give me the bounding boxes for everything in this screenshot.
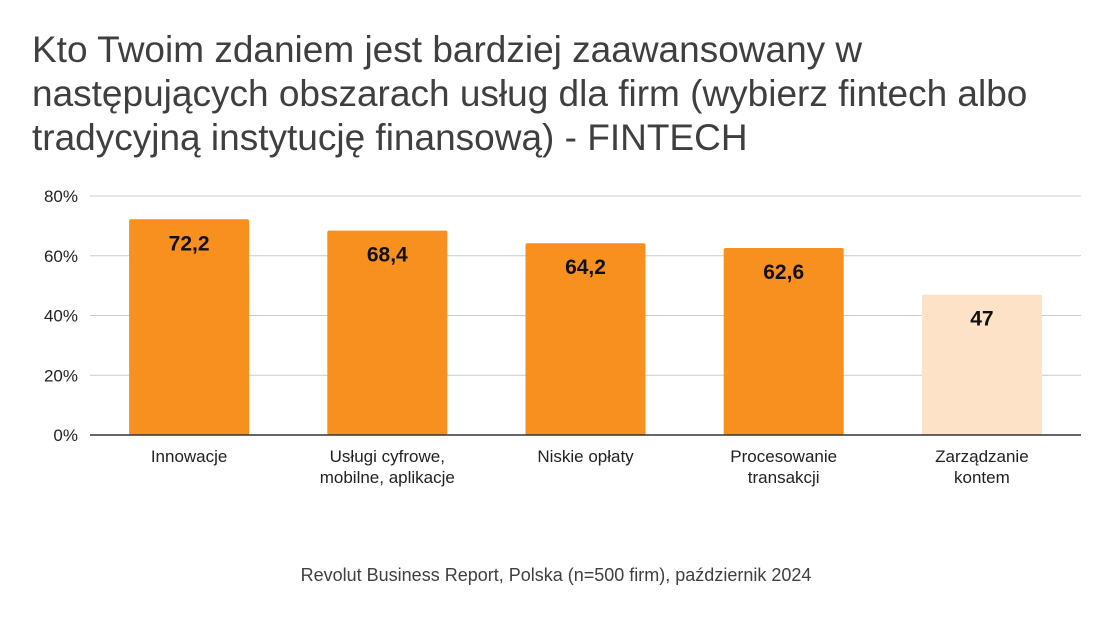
bar	[921, 294, 1042, 435]
category-label: Procesowanie transakcji	[730, 447, 837, 487]
data-label: 68,4	[367, 244, 408, 267]
bar	[723, 247, 844, 435]
data-label: 47	[970, 308, 993, 331]
data-labels: 72,2 68,4 64,2 62,6 47	[169, 232, 994, 330]
y-tick-label: 0%	[53, 426, 78, 445]
y-tick-label: 40%	[44, 307, 78, 326]
category-label: Usługi cyfrowe, mobilne, aplikacje	[320, 447, 455, 487]
category-labels: Innowacje Usługi cyfrowe, mobilne, aplikac…	[151, 447, 1029, 487]
y-tick-label: 60%	[44, 247, 78, 266]
data-label: 64,2	[565, 256, 606, 279]
data-label: 62,6	[763, 261, 804, 284]
category-label: Innowacje	[151, 447, 228, 466]
data-label: 72,2	[169, 232, 210, 255]
y-axis-tick-labels: 0% 20% 40% 60% 80%	[44, 187, 78, 445]
y-tick-label: 80%	[44, 187, 78, 206]
chart-title: Kto Twoim zdaniem jest bardziej zaawanso…	[32, 29, 1028, 158]
bar	[129, 219, 250, 435]
y-tick-label: 20%	[44, 366, 78, 385]
source-note: Revolut Business Report, Polska (n=500 f…	[300, 565, 812, 585]
category-label: Niskie opłaty	[537, 447, 634, 466]
bar	[525, 243, 646, 435]
category-label: Zarządzanie kontem	[935, 447, 1029, 487]
bars	[129, 219, 1042, 435]
bar	[327, 230, 448, 435]
